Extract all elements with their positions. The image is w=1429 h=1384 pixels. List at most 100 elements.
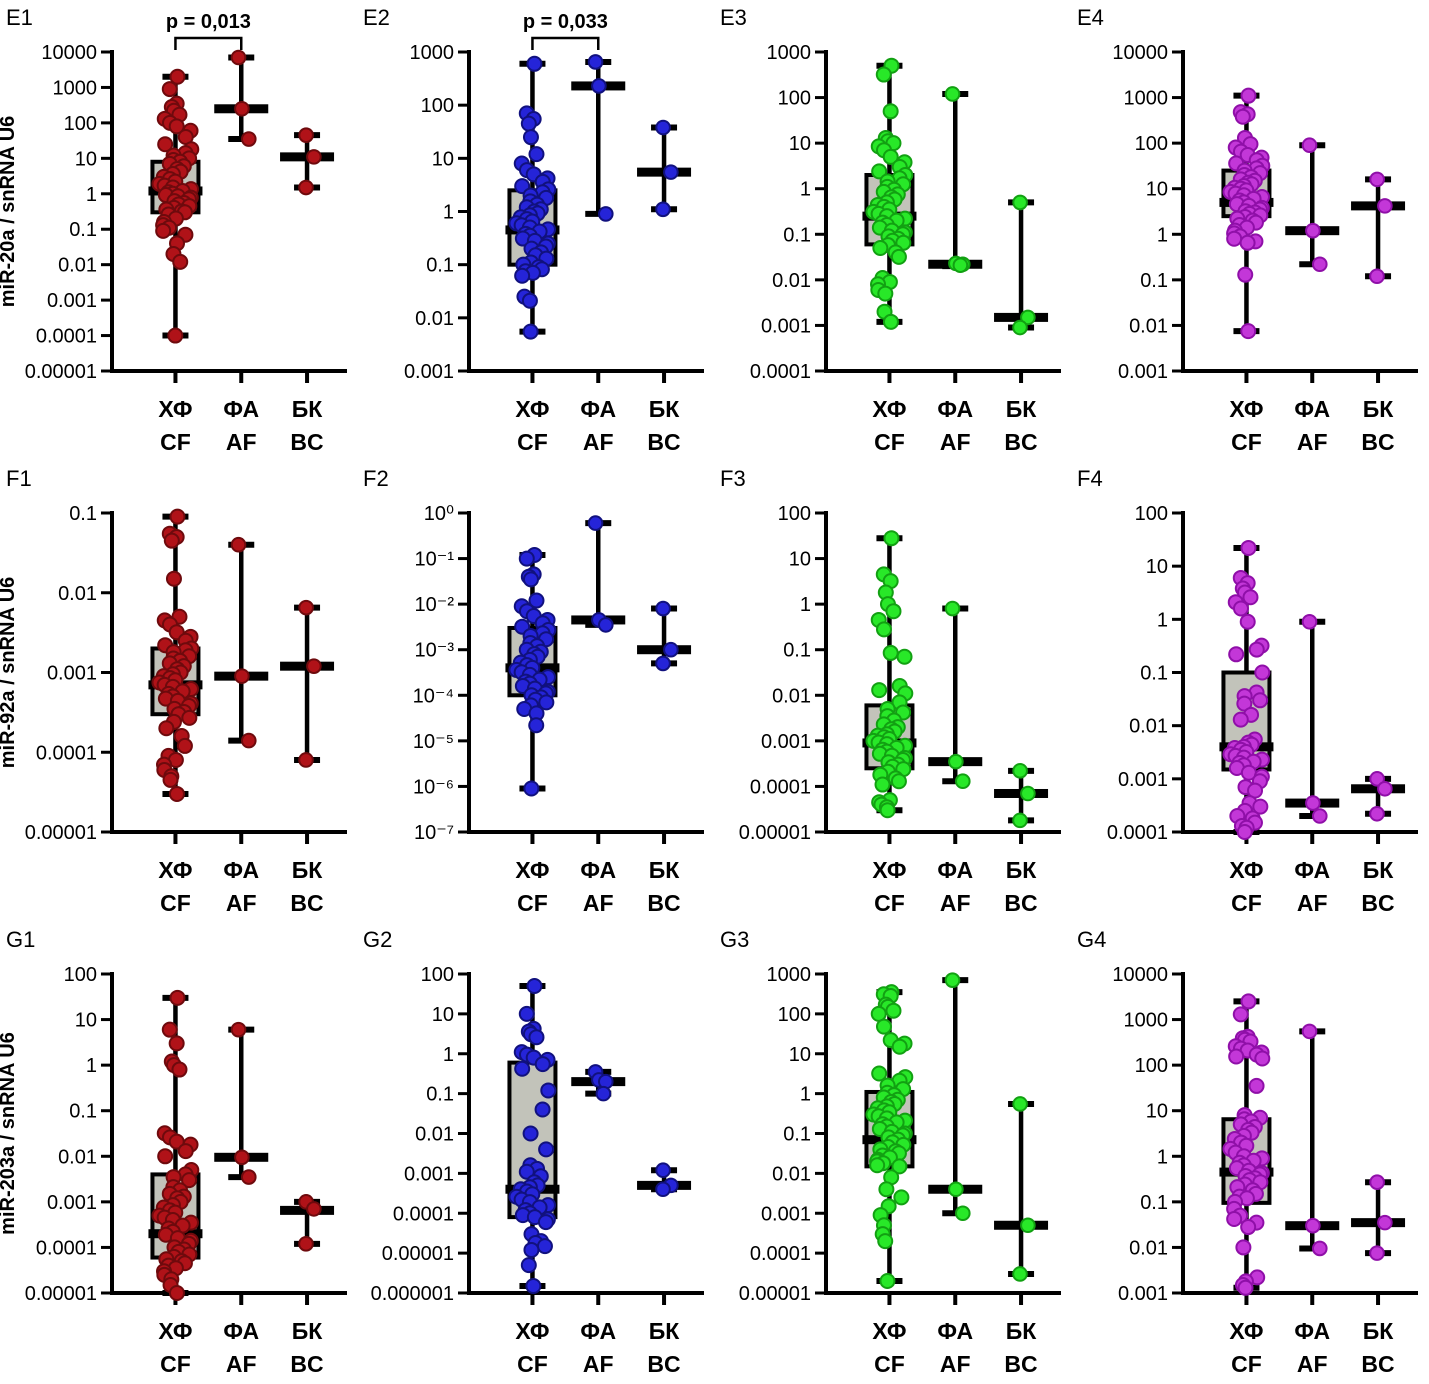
x-axis-group-label-cyr: ХФ bbox=[515, 396, 549, 422]
data-point bbox=[1369, 1174, 1385, 1190]
x-axis-group-label-cyr: БК bbox=[1006, 396, 1038, 422]
data-point bbox=[871, 682, 888, 699]
data-point bbox=[298, 599, 314, 616]
data-point bbox=[1012, 194, 1028, 211]
group-cf bbox=[1219, 993, 1274, 1305]
data-point bbox=[181, 709, 198, 726]
group-bc bbox=[280, 127, 335, 383]
group-cf bbox=[1219, 87, 1274, 383]
data-point bbox=[1237, 1279, 1254, 1296]
data-point bbox=[158, 720, 175, 737]
panel-label: E2 bbox=[363, 5, 390, 30]
x-axis-group-label-lat: BC bbox=[1361, 429, 1394, 455]
x-axis-group-label-cyr: БК bbox=[292, 857, 324, 883]
y-axis-tick-label: 0.0001 bbox=[36, 742, 97, 764]
x-axis-group-label-cyr: БК bbox=[649, 857, 681, 883]
x-axis-group-label-lat: AF bbox=[583, 1351, 614, 1377]
data-point bbox=[1239, 613, 1256, 630]
x-axis-group-label-lat: BC bbox=[290, 890, 323, 916]
y-axis-tick-label: 0.1 bbox=[426, 255, 454, 277]
y-axis-tick-label: 10 bbox=[432, 1004, 454, 1026]
x-axis-group-label-cyr: ХФ bbox=[515, 1318, 549, 1344]
data-point bbox=[883, 530, 900, 547]
y-axis-tick-label: 100 bbox=[421, 95, 454, 117]
panel-F3: F3 100 10 1 0.1 0.01 0.001 0.0001 0.00001 ХФ CF ФА A… bbox=[720, 466, 1061, 916]
data-point bbox=[885, 603, 902, 620]
data-point bbox=[1311, 1240, 1328, 1257]
data-point bbox=[1239, 234, 1256, 251]
y-axis-tick-label: 1 bbox=[1157, 609, 1168, 631]
y-axis-tick-label: 0.1 bbox=[69, 1101, 97, 1123]
data-point bbox=[230, 1021, 247, 1038]
data-point bbox=[1369, 268, 1385, 285]
x-axis-group-label-cyr: ФА bbox=[937, 1318, 973, 1344]
y-axis-tick-label: 0.1 bbox=[783, 640, 811, 662]
data-point bbox=[1020, 309, 1036, 326]
data-point bbox=[591, 78, 607, 94]
data-point bbox=[169, 508, 186, 525]
x-axis-group-label-lat: AF bbox=[583, 429, 614, 455]
y-axis-tick-label: 0.01 bbox=[1129, 1237, 1168, 1259]
group-bc bbox=[1351, 171, 1406, 383]
y-axis-tick-label: 0.01 bbox=[772, 1163, 811, 1185]
data-point bbox=[518, 1005, 535, 1022]
data-point bbox=[954, 773, 971, 790]
data-point bbox=[165, 570, 182, 587]
x-axis-group-label-cyr: ХФ bbox=[158, 857, 192, 883]
x-axis-group-label-lat: CF bbox=[874, 1351, 905, 1377]
data-point bbox=[528, 1029, 545, 1046]
p-value-bracket bbox=[174, 36, 243, 50]
data-point bbox=[306, 1201, 322, 1217]
data-point bbox=[162, 771, 179, 788]
panel-label: F4 bbox=[1077, 466, 1103, 491]
data-point bbox=[536, 1238, 553, 1255]
panel-E3: E3 1000 100 10 1 0.1 0.01 0.001 0.0001 ХФ CF ФА AF БК… bbox=[720, 5, 1061, 455]
data-point bbox=[306, 149, 322, 165]
y-axis-tick-label: 10 bbox=[75, 148, 97, 170]
data-point bbox=[1232, 600, 1249, 617]
data-point bbox=[172, 253, 189, 270]
data-point bbox=[597, 206, 614, 222]
y-axis-tick-label: 0.01 bbox=[415, 1124, 454, 1146]
y-axis-tick-label: 0.00001 bbox=[25, 361, 97, 383]
group-cf bbox=[505, 978, 560, 1305]
y-axis-tick-label: 10 bbox=[789, 1044, 811, 1066]
data-point bbox=[1020, 785, 1036, 802]
group-cf bbox=[148, 68, 203, 383]
x-axis-group-label-cyr: ФА bbox=[223, 1318, 259, 1344]
y-axis-tick-label: 10 bbox=[1146, 556, 1168, 578]
data-point bbox=[169, 68, 186, 85]
x-axis-group-label-cyr: ФА bbox=[223, 396, 259, 422]
y-axis-tick-label: 10000 bbox=[1112, 964, 1168, 986]
p-value-annotation: p = 0,033 bbox=[523, 11, 608, 33]
data-point bbox=[234, 668, 250, 684]
y-axis-tick-label: 0.001 bbox=[761, 1203, 811, 1225]
data-point bbox=[1311, 256, 1328, 273]
data-point bbox=[871, 163, 888, 180]
data-point bbox=[528, 146, 545, 163]
x-axis-group-label-lat: AF bbox=[940, 1351, 971, 1377]
data-point bbox=[534, 1056, 551, 1073]
data-point bbox=[879, 1272, 896, 1289]
y-axis-tick-label: 10000 bbox=[41, 42, 97, 64]
x-axis-group-label-lat: AF bbox=[1297, 1351, 1328, 1377]
x-axis-group-label-lat: CF bbox=[160, 890, 191, 916]
x-axis-group-label-lat: AF bbox=[226, 890, 257, 916]
data-point bbox=[522, 129, 539, 146]
y-axis-tick-label: 0.001 bbox=[404, 361, 454, 383]
y-axis-tick-label: 10000 bbox=[1112, 42, 1168, 64]
x-axis-group-label-lat: CF bbox=[160, 1351, 191, 1377]
data-point bbox=[1305, 222, 1321, 239]
y-axis-tick-label: 1 bbox=[800, 1084, 811, 1106]
x-axis-group-label-lat: BC bbox=[1004, 1351, 1037, 1377]
data-point bbox=[1369, 1245, 1385, 1261]
data-point bbox=[298, 179, 314, 196]
y-axis-tick-label: 0.01 bbox=[415, 308, 454, 330]
panel-F4: F4 100 10 1 0.1 0.01 0.001 0.0001 ХФ CF ФА AF БК BC bbox=[1077, 466, 1418, 916]
data-point bbox=[240, 732, 257, 749]
data-point bbox=[168, 785, 185, 802]
data-point bbox=[234, 1149, 250, 1166]
data-point bbox=[1240, 993, 1257, 1010]
group-af bbox=[571, 515, 626, 844]
panel-G2: G2 100 10 1 0.1 0.01 0.001 0.0001 0.00001 0.00000… bbox=[363, 927, 704, 1377]
